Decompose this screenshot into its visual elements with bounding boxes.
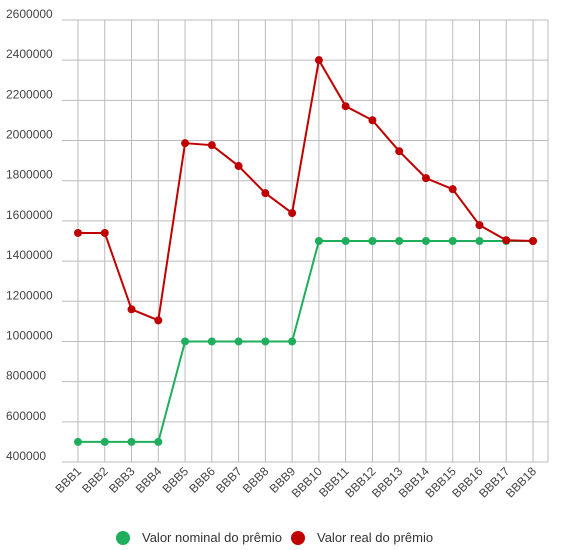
y-tick-label: 400000 <box>6 449 46 463</box>
data-point <box>154 437 163 446</box>
x-tick-label: BBB7 <box>213 464 245 496</box>
data-point <box>74 228 82 237</box>
data-point <box>421 174 430 183</box>
data-point <box>234 162 243 171</box>
y-tick-label: 1400000 <box>6 248 53 262</box>
data-point <box>448 185 457 194</box>
data-point <box>395 147 404 156</box>
data-point <box>475 237 484 245</box>
legend-marker <box>116 531 130 545</box>
data-point <box>288 337 297 346</box>
y-tick-label: 800000 <box>6 369 46 383</box>
data-point <box>314 237 323 245</box>
x-tick-label: BBB3 <box>106 464 138 496</box>
x-tick-label: BBB8 <box>240 464 272 496</box>
x-tick-label: BBB18 <box>503 464 540 501</box>
data-point <box>127 437 136 446</box>
legend-label: Valor nominal do prêmio <box>142 530 282 545</box>
data-point <box>368 237 377 245</box>
data-point <box>100 228 109 237</box>
data-point <box>207 337 216 346</box>
data-point <box>100 437 109 446</box>
series-line <box>78 240 533 443</box>
data-point <box>475 221 484 230</box>
y-tick-label: 1600000 <box>6 208 53 222</box>
series-line <box>78 57 534 322</box>
y-tick-label: 1200000 <box>6 288 53 302</box>
x-tick-label: BBB2 <box>79 464 111 496</box>
legend-marker <box>291 531 305 545</box>
x-tick-label: BBB6 <box>186 464 218 496</box>
data-point <box>502 236 511 245</box>
data-point <box>154 316 163 325</box>
legend-label: Valor real do prêmio <box>317 530 433 545</box>
y-tick-label: 2600000 <box>6 7 53 21</box>
data-point <box>421 237 430 245</box>
data-point <box>207 141 216 150</box>
x-tick-label: BBB5 <box>160 464 192 496</box>
data-point <box>181 337 190 346</box>
x-tick-label: BBB4 <box>133 464 165 496</box>
data-point <box>448 237 457 245</box>
data-point <box>341 102 350 111</box>
y-tick-label: 2000000 <box>6 128 53 142</box>
y-tick-label: 1000000 <box>6 328 53 342</box>
data-point <box>288 209 297 218</box>
data-point <box>529 237 537 245</box>
data-point <box>234 337 243 346</box>
y-tick-label: 600000 <box>6 409 46 423</box>
data-point <box>127 305 136 314</box>
data-point <box>314 56 323 65</box>
y-tick-label: 2400000 <box>6 47 53 61</box>
data-point <box>261 337 270 346</box>
data-point <box>395 237 404 245</box>
data-point <box>368 116 377 125</box>
y-tick-label: 2200000 <box>6 87 53 101</box>
data-point <box>74 437 82 446</box>
data-point <box>181 139 190 148</box>
data-point <box>341 237 350 245</box>
x-tick-label: BBB1 <box>53 464 85 496</box>
y-tick-label: 1800000 <box>6 168 53 182</box>
data-point <box>261 189 270 198</box>
